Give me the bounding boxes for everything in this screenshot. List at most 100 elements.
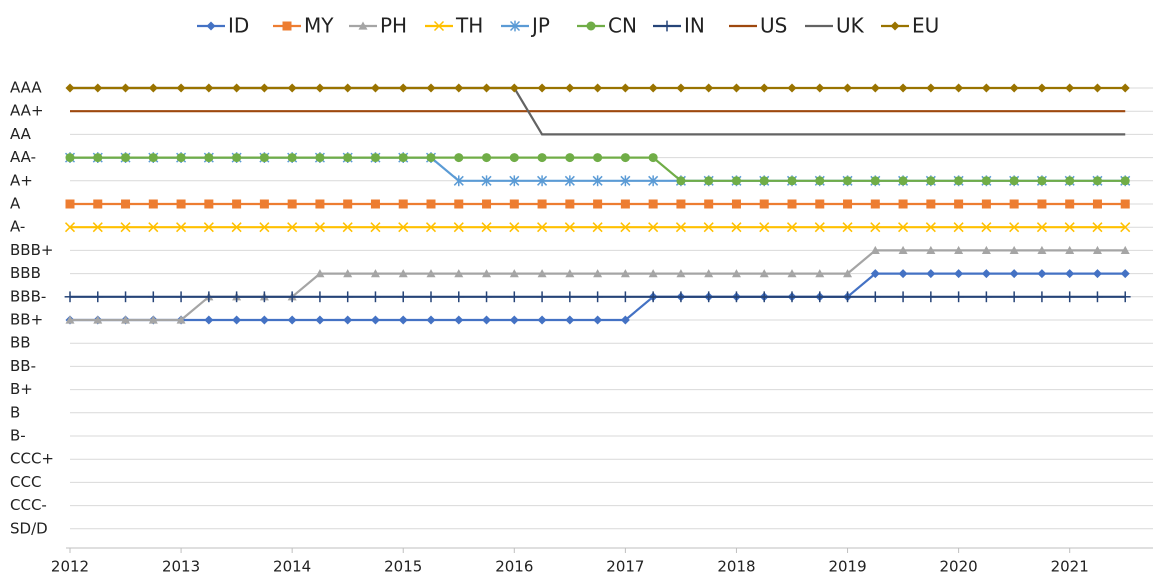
marker [204,83,214,93]
marker [870,222,881,233]
marker [509,20,521,32]
marker [453,175,464,187]
marker [287,199,297,209]
marker [92,222,103,233]
marker [620,222,631,233]
marker-part [1009,269,1019,279]
marker-part [898,176,908,186]
marker-part [1065,199,1075,209]
marker [1009,199,1019,209]
marker [842,222,853,233]
marker [592,291,604,303]
legend-label: TH [455,14,483,38]
marker-part [704,199,714,209]
marker [1092,291,1103,303]
marker [620,83,630,93]
marker [64,222,76,233]
marker-part [704,83,714,93]
marker-part [65,83,75,93]
marker-part [981,222,992,233]
marker [648,269,658,278]
marker [426,83,436,93]
marker [537,153,547,163]
series [65,245,1130,324]
marker-part [926,176,936,186]
marker [1009,245,1019,254]
marker-part [481,222,492,233]
marker [1092,176,1102,186]
y-tick-label: CCC- [10,496,47,514]
marker-part [954,199,964,209]
marker [148,199,158,209]
marker-part [954,176,964,186]
marker [176,83,186,93]
marker [370,153,380,163]
marker-part [648,269,658,278]
marker [120,291,131,303]
marker [1037,83,1047,93]
marker-part [232,83,242,93]
marker [259,83,269,93]
marker [536,291,548,303]
marker-part [148,83,158,93]
marker [704,176,714,186]
marker [898,176,908,186]
marker [787,199,797,209]
marker-part [843,83,853,93]
marker [537,199,547,209]
marker-part [704,269,714,278]
marker [898,269,908,279]
marker [593,269,603,278]
legend-label: ID [228,14,249,38]
marker [731,269,741,278]
marker-part [898,199,908,209]
marker-part [926,245,936,254]
marker [537,315,547,325]
marker [315,315,325,325]
marker [787,269,797,278]
marker [593,315,603,325]
marker-part [121,153,131,163]
marker [65,199,75,209]
marker-part [204,153,214,163]
marker [1120,199,1130,209]
marker-part [426,153,436,163]
marker [926,83,936,93]
marker [815,83,825,93]
y-tick-label: BB- [10,357,36,375]
marker [593,199,603,209]
marker [1092,83,1102,93]
marker [565,269,575,278]
marker [648,175,659,187]
marker [925,291,937,303]
marker [1065,199,1075,209]
marker [93,83,103,93]
marker-part [759,222,770,233]
marker [869,291,881,303]
marker [342,291,354,303]
marker [121,199,131,209]
marker [675,222,686,233]
marker-part [1064,222,1075,233]
marker [433,20,445,32]
marker-part [1120,199,1130,209]
marker [1120,83,1130,93]
marker [926,199,936,209]
y-tick-label: CCC [10,473,41,491]
marker [954,83,964,93]
marker [206,21,216,31]
marker [1065,83,1075,93]
marker [1037,245,1047,254]
x-tick-label: 2014 [273,558,311,576]
marker-part [148,222,159,233]
marker-part [259,83,269,93]
marker-part [342,222,353,233]
marker [343,83,353,93]
marker [1120,222,1131,233]
marker-part [482,315,492,325]
marker-part [121,315,131,324]
marker [426,153,436,163]
legend-item: IN [653,14,705,38]
marker-part [759,83,769,93]
marker-part [343,83,353,93]
